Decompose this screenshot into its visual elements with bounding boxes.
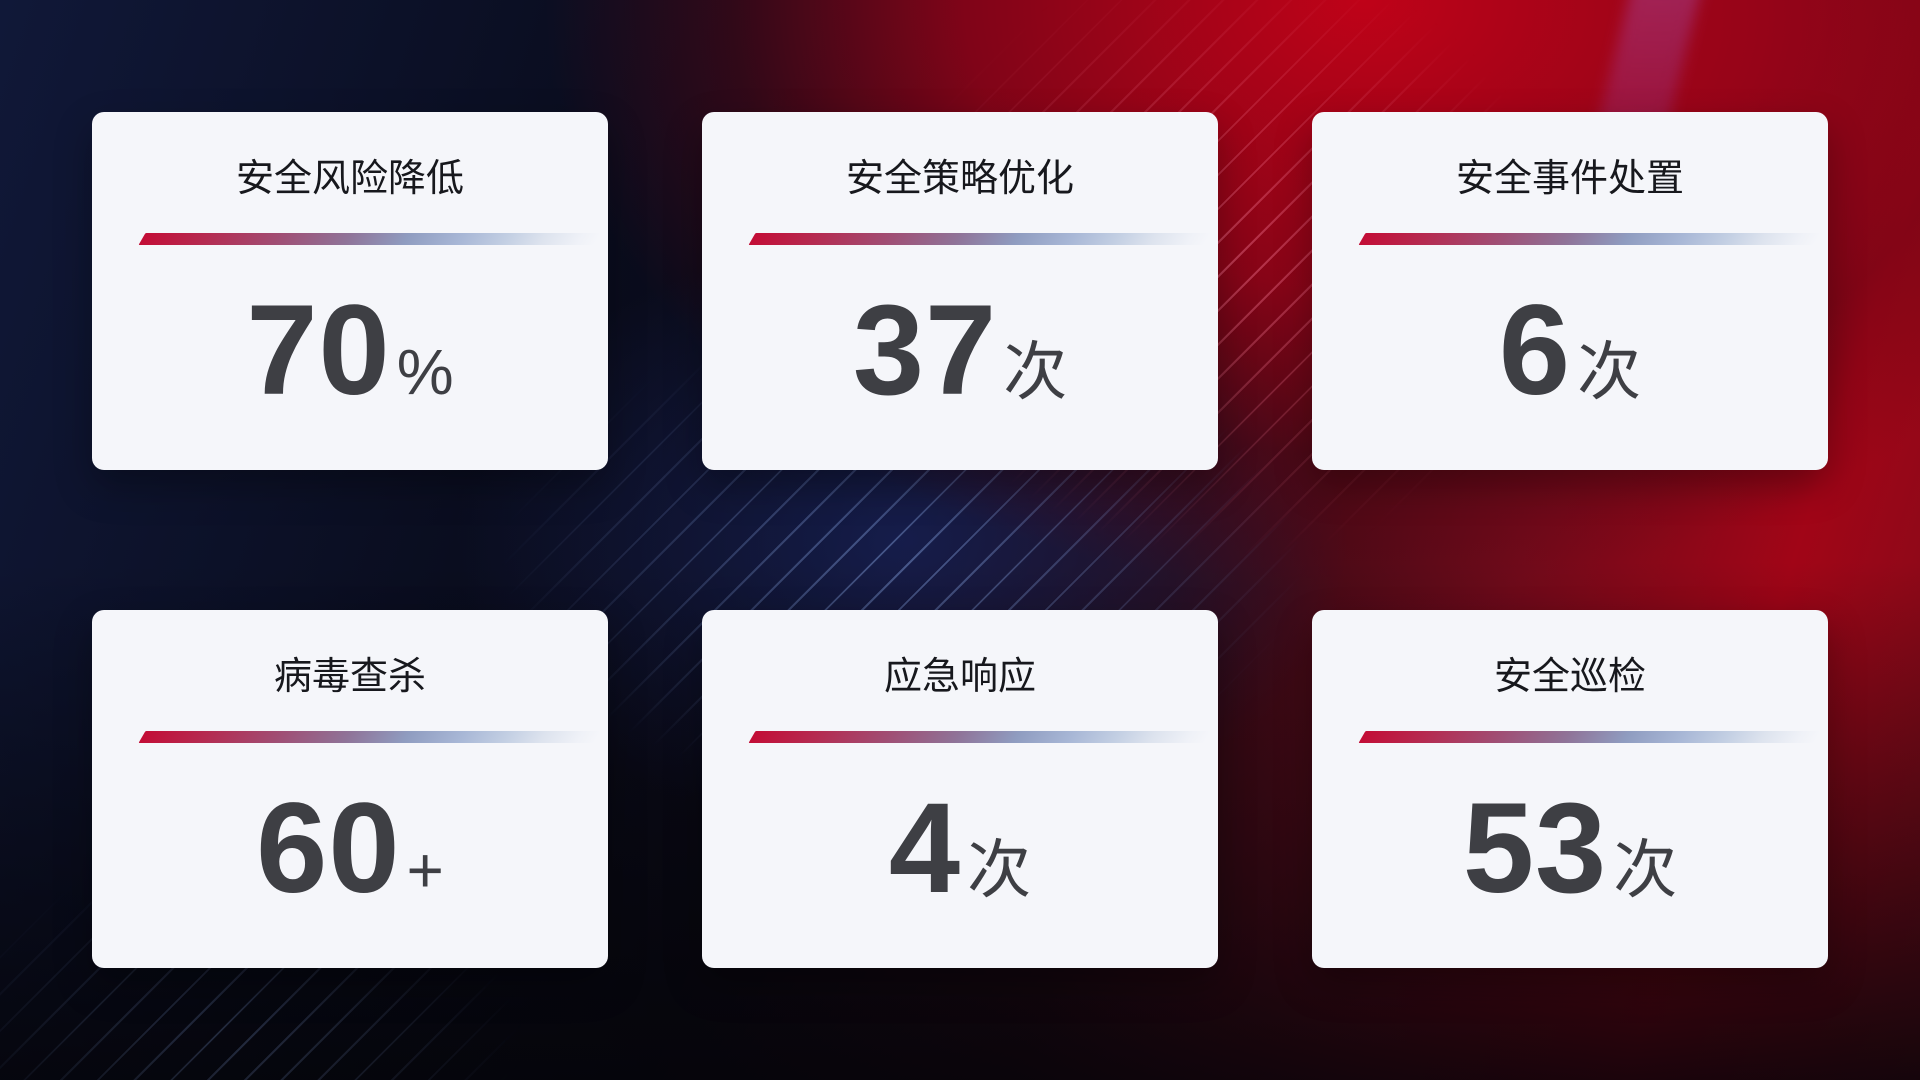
card-accent-line [1358,730,1822,743]
card-title: 安全风险降低 [235,158,464,200]
stat-card-virus-scan: 病毒查杀 60 + [92,610,608,968]
stat-unit: 次 [1003,335,1068,408]
card-accent-line [748,232,1212,245]
card-title: 安全事件处置 [1455,158,1684,200]
stat-unit: 次 [967,833,1032,906]
card-title: 病毒查杀 [273,656,426,698]
card-title: 安全巡检 [1493,656,1646,698]
stat-unit: % [396,335,454,408]
stat-unit: 次 [1613,833,1678,906]
stat-card-emergency-response: 应急响应 4 次 [702,610,1218,968]
card-value-row: 60 + [256,776,444,920]
stat-card-risk-reduction: 安全风险降低 70 % [92,112,608,470]
card-title: 安全策略优化 [845,158,1074,200]
card-value-row: 6 次 [1498,278,1642,422]
stat-value: 53 [1462,776,1608,920]
stat-unit: + [406,833,444,906]
card-value-row: 70 % [246,278,454,422]
card-value-row: 53 次 [1462,776,1678,920]
card-title: 应急响应 [883,656,1036,698]
card-value-row: 37 次 [852,278,1068,422]
card-accent-line [138,232,602,245]
stat-card-policy-optimization: 安全策略优化 37 次 [702,112,1218,470]
stat-value: 4 [888,776,962,920]
stat-value: 70 [246,278,391,422]
stat-value: 60 [256,776,401,920]
card-value-row: 4 次 [888,776,1032,920]
stat-value: 6 [1498,278,1572,422]
stat-card-security-inspection: 安全巡检 53 次 [1312,610,1828,968]
stat-unit: 次 [1577,335,1642,408]
stat-card-incident-handling: 安全事件处置 6 次 [1312,112,1828,470]
stat-value: 37 [852,278,998,422]
card-accent-line [748,730,1212,743]
card-accent-line [138,730,602,743]
card-accent-line [1358,232,1822,245]
